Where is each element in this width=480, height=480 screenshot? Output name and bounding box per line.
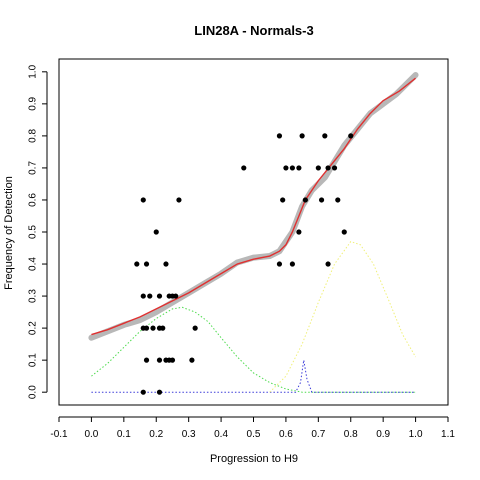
data-point [143, 325, 150, 331]
x-tick-label: -0.1 [50, 429, 68, 440]
data-point [280, 197, 286, 203]
data-point [169, 357, 176, 363]
data-point [140, 197, 146, 203]
x-tick-label: 1.0 [409, 429, 423, 440]
data-point [296, 229, 302, 235]
data-point [160, 325, 166, 331]
data-point [150, 325, 156, 331]
data-point [134, 261, 140, 267]
y-tick-label: 0.8 [28, 129, 39, 143]
mixture-component-curve-3 [91, 306, 416, 393]
chart-title: LIN28A - Normals-3 [194, 23, 313, 38]
data-point [156, 389, 163, 395]
data-point [283, 165, 289, 171]
data-point [163, 261, 169, 267]
y-axis: 0.0 0.1 0.2 0.3 0.4 0.5 0.6 0.7 0.8 0.9 1.0 [28, 64, 48, 399]
y-tick-label: 0.1 [28, 353, 39, 367]
data-point [318, 197, 325, 203]
y-tick-label: 0.2 [28, 321, 39, 335]
data-point [241, 165, 247, 171]
x-axis-label: Progression to H9 [210, 453, 298, 465]
data-point [153, 229, 159, 235]
data-point [302, 197, 308, 203]
data-point [315, 165, 321, 171]
x-tick-label: 0.9 [376, 429, 390, 440]
data-point [156, 293, 163, 299]
data-point [299, 133, 305, 139]
y-axis-label: Frequency of Detection [3, 176, 15, 290]
data-point [140, 389, 146, 395]
y-tick-label: 0.0 [28, 385, 39, 399]
data-point [276, 133, 283, 139]
data-point [296, 165, 302, 171]
y-tick-label: 0.3 [28, 289, 39, 303]
data-point [335, 197, 341, 203]
data-point [289, 261, 295, 267]
y-tick-label: 0.4 [28, 257, 39, 271]
mixture-component-curve-5 [269, 241, 417, 393]
data-point [176, 197, 182, 203]
data-point [276, 261, 283, 267]
plot-area [88, 72, 419, 395]
data-point [156, 357, 163, 363]
y-tick-label: 1.0 [28, 64, 39, 78]
data-point [325, 165, 331, 171]
x-tick-label: 0.4 [214, 429, 228, 440]
x-tick-label: 0.7 [311, 429, 325, 440]
data-point [322, 133, 328, 139]
data-point [173, 293, 179, 299]
mixture-component-curve-4 [91, 360, 416, 393]
y-tick-label: 0.9 [28, 96, 39, 110]
smoothed-data-band [88, 72, 419, 341]
x-tick-label: 1.1 [441, 429, 455, 440]
data-point [147, 293, 153, 299]
data-point [331, 165, 338, 171]
x-axis: -0.1 0.0 0.1 0.2 0.3 0.4 0.5 0.6 0.7 0.8 0.9 1.0 1.1 [50, 416, 455, 440]
y-tick-label: 0.6 [28, 193, 39, 207]
plot-frame [58, 58, 449, 406]
x-tick-label: 0.6 [279, 429, 293, 440]
data-point [325, 261, 331, 267]
data-point [348, 133, 354, 139]
data-point [192, 325, 198, 331]
x-tick-label: 0.3 [182, 429, 196, 440]
data-point [143, 261, 150, 267]
y-tick-label: 0.7 [28, 161, 39, 175]
x-tick-label: 0.0 [84, 429, 98, 440]
data-point [143, 357, 150, 363]
data-point [189, 357, 195, 363]
y-tick-label: 0.5 [28, 225, 39, 239]
x-tick-label: 0.5 [247, 429, 261, 440]
x-tick-label: 0.2 [149, 429, 163, 440]
x-tick-label: 0.1 [117, 429, 131, 440]
data-point [341, 229, 347, 235]
data-point [289, 165, 295, 171]
data-point [140, 293, 146, 299]
x-tick-label: 0.8 [344, 429, 358, 440]
fitted-curve [91, 77, 417, 336]
